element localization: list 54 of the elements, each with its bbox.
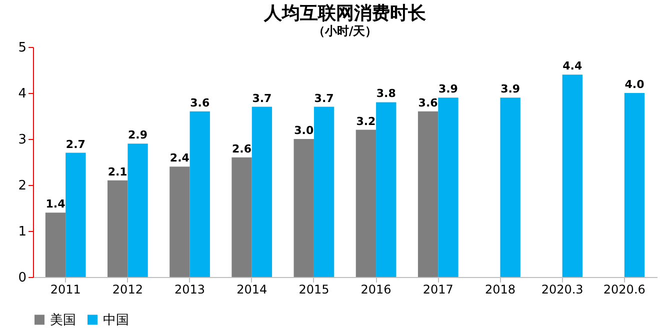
x-tick-label: 2016	[360, 282, 392, 296]
bar	[232, 157, 252, 277]
bar	[190, 111, 210, 277]
x-tick-label: 2015	[298, 282, 330, 296]
data-label: 3.6	[418, 96, 438, 110]
data-label: 2.7	[66, 138, 86, 151]
bar	[45, 212, 66, 277]
bar	[170, 166, 190, 277]
bar	[418, 111, 438, 277]
bar	[252, 106, 272, 277]
bar	[66, 152, 86, 277]
legend-label: 中国	[103, 312, 129, 328]
bar	[624, 93, 645, 277]
data-label: 1.4	[46, 198, 66, 211]
y-tick-label: 0	[18, 270, 26, 286]
bar	[356, 130, 376, 277]
data-label: 2.4	[170, 152, 190, 165]
y-tick-label: 1	[18, 224, 26, 240]
bar	[376, 102, 396, 277]
y-tick-label: 2	[18, 178, 26, 194]
y-tick-label: 5	[18, 40, 26, 56]
x-tick-label: 2013	[174, 282, 206, 296]
x-tick-label: 2017	[422, 282, 454, 296]
bar	[438, 98, 458, 277]
x-tick-label: 2012	[112, 282, 143, 296]
data-label: 3.8	[376, 87, 396, 100]
x-tick-label: 2018	[484, 282, 516, 296]
y-tick-label: 4	[18, 86, 26, 102]
bar	[108, 180, 128, 277]
y-tick-label: 3	[18, 132, 26, 148]
data-label: 3.9	[438, 82, 458, 96]
bar	[314, 106, 334, 277]
data-label: 3.9	[500, 82, 520, 96]
data-label: 2.6	[232, 142, 252, 156]
data-label: 4.0	[624, 78, 645, 91]
bar	[128, 144, 148, 277]
legend-label: 美国	[50, 312, 76, 328]
bar	[562, 74, 582, 277]
x-tick-label: 2020.3	[541, 282, 584, 296]
data-label: 3.0	[294, 124, 314, 137]
chart-subtitle: （小时/天）	[312, 24, 378, 38]
x-tick-label: 2011	[50, 282, 81, 296]
x-tick-label: 2020.6	[603, 282, 646, 296]
data-label: 4.4	[562, 60, 582, 73]
chart-title: 人均互联网消费时长	[263, 3, 427, 24]
data-label: 3.2	[356, 114, 376, 128]
data-label: 2.9	[128, 128, 148, 142]
x-tick-label: 2014	[236, 282, 268, 296]
data-label: 3.6	[190, 96, 210, 110]
data-label: 3.7	[252, 92, 272, 105]
bar	[294, 139, 314, 277]
bar	[500, 98, 520, 277]
data-label: 2.1	[108, 165, 128, 178]
data-label: 3.7	[314, 92, 334, 105]
